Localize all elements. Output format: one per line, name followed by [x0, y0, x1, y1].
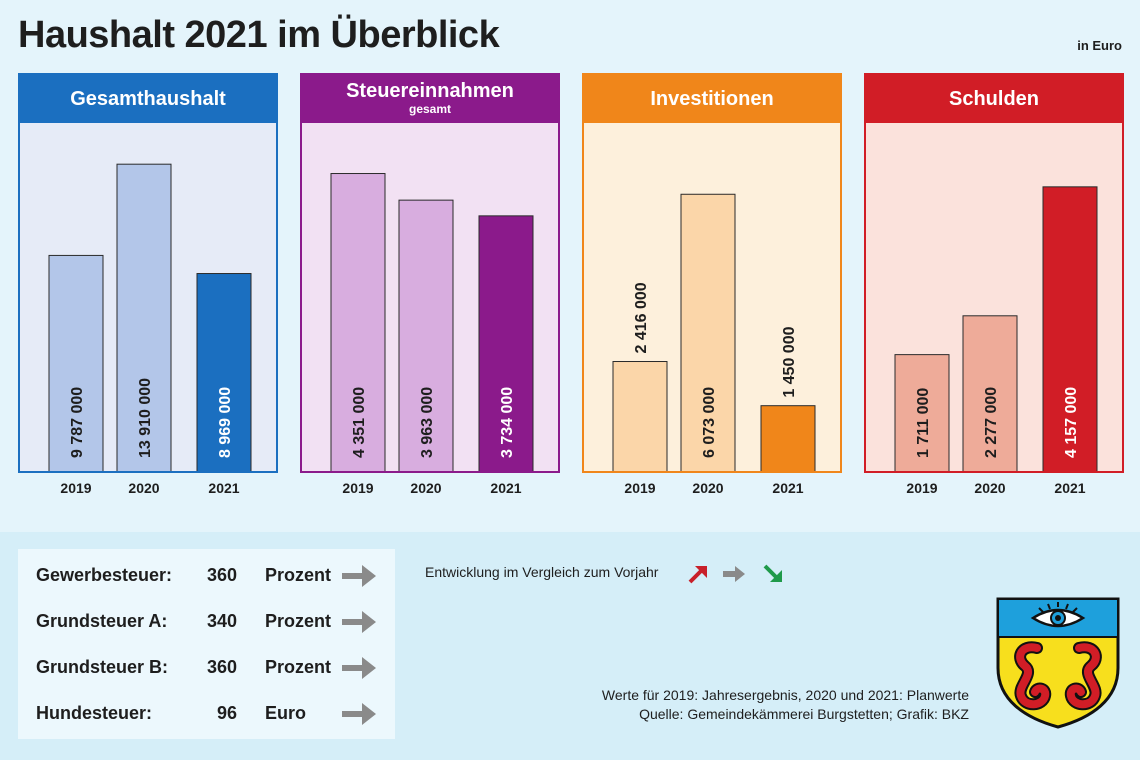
x-tick-label-2020: 2020 — [692, 480, 724, 496]
tax-row-grundsteuer-b: Grundsteuer B: 360 Prozent — [18, 653, 395, 683]
page-title: Haushalt 2021 im Überblick — [18, 14, 500, 56]
tax-name: Grundsteuer A: — [36, 611, 168, 631]
arrow-right-icon — [340, 653, 378, 688]
chart-title: Gesamthaushalt — [70, 88, 226, 110]
tax-unit: Prozent — [265, 657, 332, 677]
x-tick-label-2021: 2021 — [1054, 480, 1086, 496]
value-label-2020: 13 910 000 — [137, 378, 154, 458]
panel-header: Schulden — [866, 75, 1122, 123]
unit-note: in Euro — [1077, 38, 1122, 53]
value-label-2019: 4 351 000 — [351, 387, 368, 458]
value-label-2019: 1 711 000 — [915, 388, 932, 458]
bar-2019 — [612, 361, 668, 471]
trend-legend-text: Entwicklung im Vergleich zum Vorjahr — [425, 564, 659, 580]
value-label-2021: 8 969 000 — [217, 387, 234, 458]
x-tick-label-2020: 2020 — [128, 480, 160, 496]
panel-header: Steuereinnahmen gesamt — [302, 75, 558, 123]
value-label-2021: 4 157 000 — [1063, 387, 1080, 458]
bar-2019 — [48, 254, 104, 471]
tax-name: Gewerbesteuer: — [36, 565, 173, 585]
footnote: Werte für 2019: Jahresergebnis, 2020 und… — [602, 686, 969, 724]
x-tick-label-2020: 2020 — [974, 480, 1006, 496]
x-tick-label-2021: 2021 — [208, 480, 240, 496]
bar-2020 — [116, 163, 172, 471]
panel-investitionen: Investitionen 2 416 000 6 073 000 1 450 000 — [582, 73, 842, 473]
bar-chart-gesamthaushalt: 9 787 000 13 910 000 8 969 000 — [48, 163, 252, 471]
value-label-2020: 2 277 000 — [983, 387, 1000, 458]
arrow-right-icon — [340, 699, 378, 734]
arrow-up-icon — [688, 566, 707, 584]
tax-value: 96 — [216, 703, 237, 723]
panel-header: Investitionen — [584, 75, 840, 123]
bar-chart-investitionen: 2 416 000 6 073 000 1 450 000 — [612, 193, 816, 471]
bar-chart-schulden: 1 711 000 2 277 000 4 157 000 — [894, 186, 1098, 471]
bar-2021 — [478, 215, 534, 471]
value-label-2020: 3 963 000 — [419, 387, 436, 458]
bar-chart-steuereinnahmen: 4 351 000 3 963 000 3 734 000 — [330, 173, 534, 471]
tax-row-grundsteuer-a: Grundsteuer A: 340 Prozent — [18, 607, 395, 637]
x-tick-label-2019: 2019 — [906, 480, 938, 496]
tax-row-gewerbesteuer: Gewerbesteuer: 360 Prozent — [18, 561, 395, 591]
chart-title: Schulden — [948, 88, 1039, 110]
chart-title: Investitionen — [650, 88, 774, 110]
footnote-line-2: Quelle: Gemeindekämmerei Burgstetten; Gr… — [639, 706, 969, 722]
bar-2020 — [680, 193, 736, 471]
panel-steuereinnahmen: Steuereinnahmen gesamt 4 351 000 3 963 000 3… — [300, 73, 560, 473]
arrow-right-icon — [723, 566, 745, 582]
x-tick-label-2020: 2020 — [410, 480, 442, 496]
value-label-2020: 6 073 000 — [701, 387, 718, 458]
value-label-2019: 2 416 000 — [633, 282, 650, 353]
tax-value: 360 — [206, 657, 237, 677]
x-tick-label-2021: 2021 — [772, 480, 804, 496]
chart-title: Steuereinnahmen — [346, 80, 514, 102]
coat-of-arms-icon — [995, 596, 1121, 735]
tax-unit: Prozent — [265, 611, 332, 631]
value-label-2021: 1 450 000 — [781, 326, 798, 397]
x-tick-label-2021: 2021 — [490, 480, 522, 496]
bar-2021 — [760, 405, 816, 471]
trend-legend-icons — [686, 562, 786, 591]
tax-rates-box: Gewerbesteuer: 360 Prozent Grundsteuer A… — [18, 549, 395, 739]
footnote-line-1: Werte für 2019: Jahresergebnis, 2020 und… — [601, 687, 969, 703]
tax-name: Hundesteuer: — [36, 703, 153, 723]
x-tick-label-2019: 2019 — [624, 480, 656, 496]
bar-2021 — [196, 273, 252, 471]
tax-value: 340 — [206, 611, 237, 631]
x-tick-label-2019: 2019 — [342, 480, 374, 496]
tax-unit: Prozent — [265, 565, 332, 585]
bar-2019 — [330, 173, 386, 471]
arrow-right-icon — [340, 561, 378, 596]
tax-row-hundesteuer: Hundesteuer: 96 Euro — [18, 699, 395, 729]
panel-header: Gesamthaushalt — [20, 75, 276, 123]
panel-gesamthaushalt: Gesamthaushalt 9 787 000 13 910 000 8 969 0… — [18, 73, 278, 473]
x-tick-label-2019: 2019 — [60, 480, 92, 496]
arrow-down-icon — [763, 564, 782, 582]
tax-name: Grundsteuer B: — [36, 657, 169, 677]
value-label-2021: 3 734 000 — [499, 387, 516, 458]
chart-subtitle: gesamt — [408, 102, 452, 116]
panel-schulden: Schulden 1 711 000 2 277 000 4 157 000 — [864, 73, 1124, 473]
bar-2020 — [398, 199, 454, 471]
bar-2020 — [962, 315, 1018, 471]
value-label-2019: 9 787 000 — [69, 387, 86, 458]
bar-2019 — [894, 354, 950, 471]
tax-unit: Euro — [265, 703, 307, 723]
bar-2021 — [1042, 186, 1098, 471]
arrow-right-icon — [340, 607, 378, 642]
tax-value: 360 — [206, 565, 237, 585]
